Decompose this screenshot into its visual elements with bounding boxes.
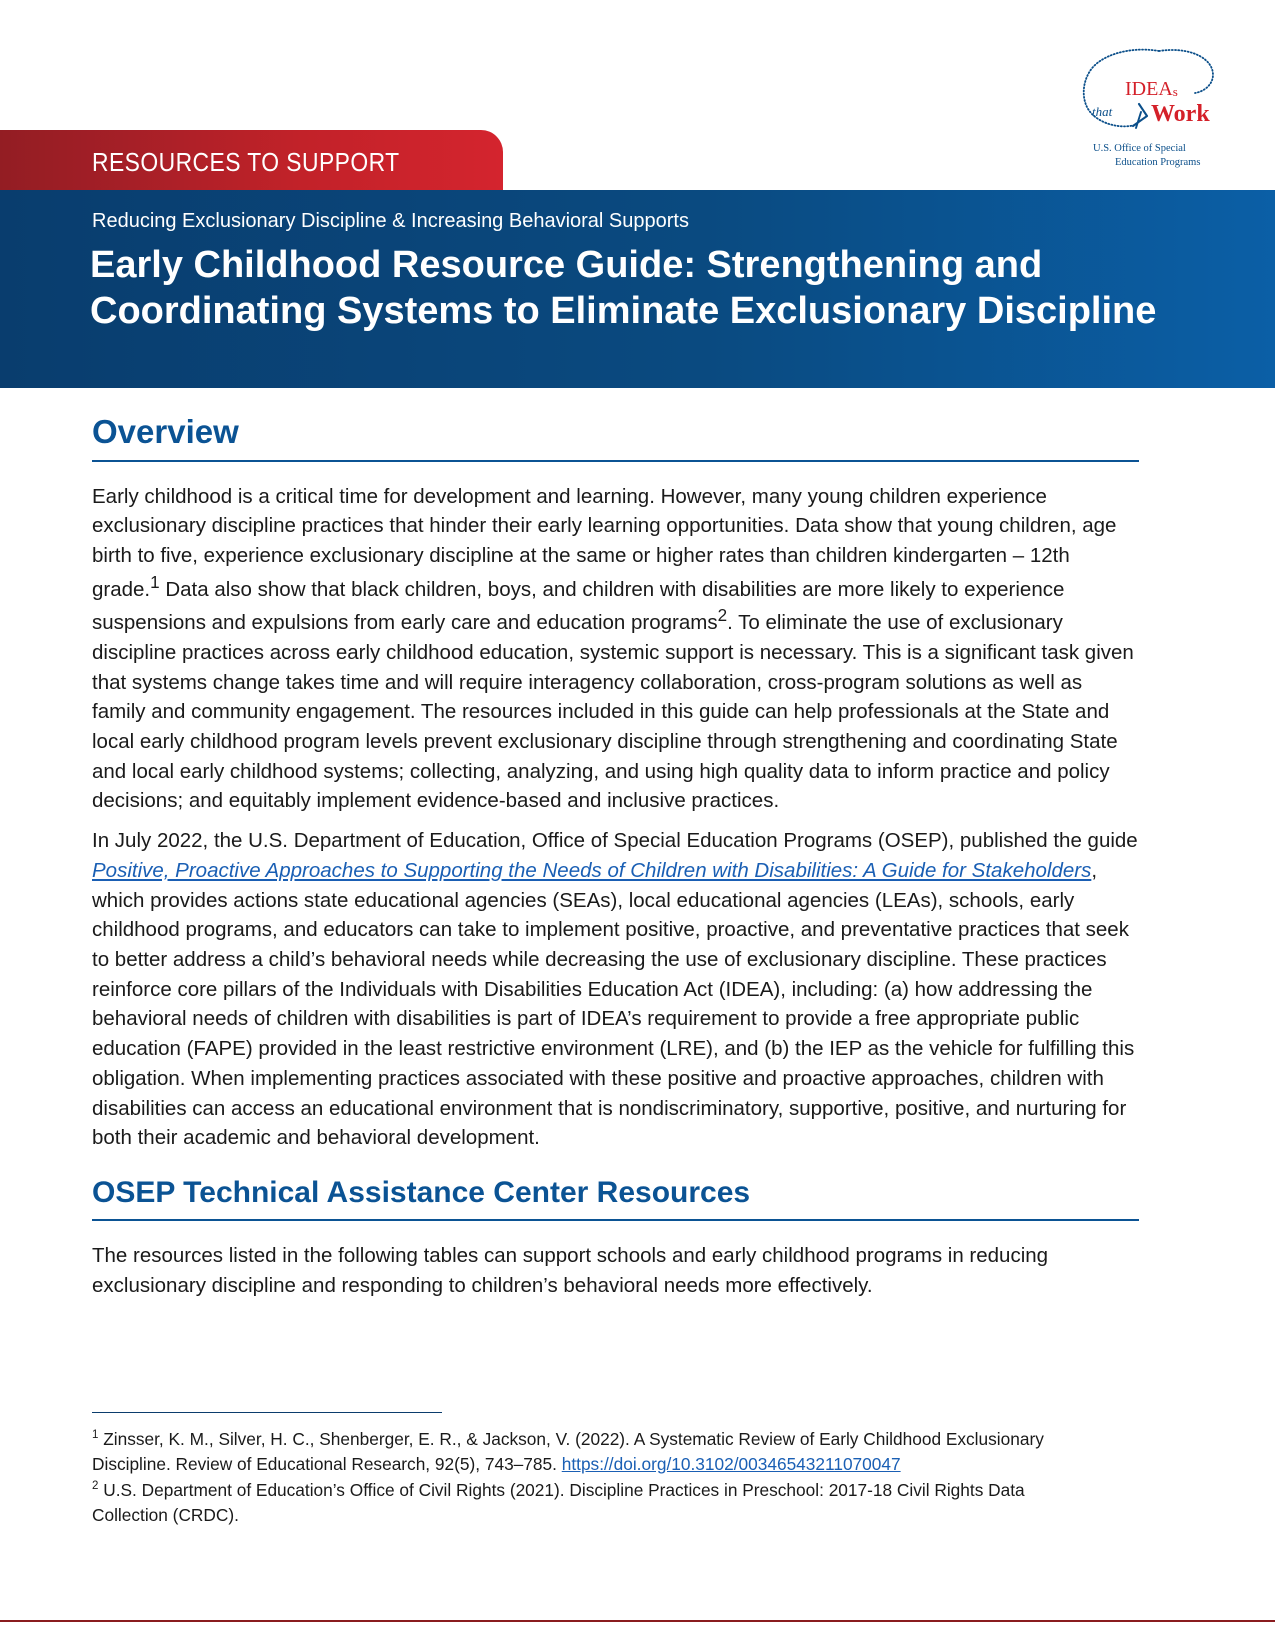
svg-text:Education Programs: Education Programs (1115, 157, 1200, 168)
svg-text:U.S. Office of Special: U.S. Office of Special (1093, 143, 1186, 154)
svg-text:that: that (1092, 104, 1113, 119)
svg-text:IDEAs: IDEAs (1125, 78, 1178, 100)
svg-text:Work: Work (1151, 101, 1210, 127)
